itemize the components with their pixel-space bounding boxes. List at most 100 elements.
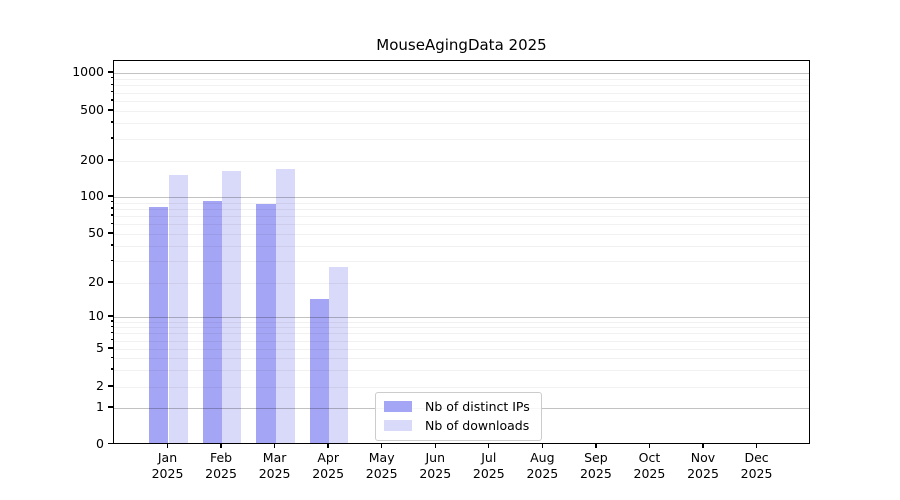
x-tick-label: Apr 2025 — [298, 450, 358, 482]
x-tick-label-line: 2025 — [151, 466, 184, 481]
bar-downloads — [275, 169, 295, 443]
x-tick-label-line: 2025 — [633, 466, 666, 481]
x-tick — [327, 444, 329, 448]
bar-distinct-ips — [149, 207, 169, 443]
y-minor-tick — [110, 214, 113, 216]
plot-area — [113, 60, 810, 444]
y-tick-label: 200 — [80, 152, 104, 167]
x-tick — [220, 444, 222, 448]
y-tick — [108, 315, 113, 317]
x-tick-label-line: 2025 — [312, 466, 345, 481]
gridline-minor — [114, 245, 809, 247]
gridline — [114, 387, 809, 388]
x-tick-label-line: 2025 — [365, 466, 398, 481]
gridline-minor — [114, 216, 809, 218]
x-tick-label-line: Mar — [262, 450, 287, 465]
y-tick-label: 2 — [96, 378, 104, 393]
bar-distinct-ips — [256, 204, 276, 443]
x-tick-label-line: Feb — [209, 450, 233, 465]
gridline — [114, 73, 809, 74]
x-tick-label: Mar 2025 — [245, 450, 305, 482]
y-tick-label: 1 — [96, 399, 104, 414]
y-minor-tick — [110, 200, 113, 203]
gridline-minor — [114, 101, 809, 102]
x-tick-label-line: 2025 — [687, 466, 719, 481]
y-tick — [108, 71, 113, 73]
x-tick — [273, 444, 276, 448]
gridline-minor — [114, 327, 809, 329]
gridline — [114, 317, 809, 318]
gridline-minor — [114, 202, 809, 204]
x-tick-label: Feb 2025 — [191, 450, 251, 482]
y-minor-tick — [110, 222, 113, 224]
gridline-minor — [114, 208, 809, 210]
gridline-minor — [114, 333, 809, 335]
gridline-minor — [114, 78, 809, 80]
legend-swatch-distinct-ips — [384, 401, 412, 412]
x-tick-label: Oct 2025 — [619, 450, 679, 482]
y-minor-tick — [110, 368, 113, 370]
y-minor-tick — [110, 207, 113, 209]
gridline-minor — [114, 85, 809, 87]
x-tick-label-line: Jun — [425, 450, 446, 465]
y-tick — [108, 109, 113, 111]
x-tick — [434, 444, 436, 448]
legend-label: Nb of downloads — [425, 418, 530, 433]
x-tick-label: Jan 2025 — [138, 450, 198, 482]
y-minor-tick — [110, 259, 113, 261]
x-tick-label-line: 2025 — [740, 466, 773, 481]
bar-downloads — [329, 267, 349, 443]
y-minor-tick — [110, 325, 113, 327]
x-tick — [648, 444, 651, 448]
y-tick — [108, 232, 113, 234]
x-tick — [755, 444, 758, 448]
y-minor-tick — [110, 137, 113, 139]
y-minor-tick — [110, 83, 113, 85]
x-tick-label: Jun 2025 — [405, 450, 465, 482]
y-tick — [108, 385, 113, 387]
y-minor-tick — [110, 320, 113, 322]
y-minor-tick — [110, 244, 113, 246]
y-tick-label: 10 — [88, 308, 104, 323]
y-minor-tick — [110, 121, 113, 123]
gridline-minor — [114, 138, 809, 140]
gridline — [114, 234, 809, 235]
x-tick-label-line: 2025 — [526, 466, 559, 481]
bar-distinct-ips — [309, 299, 330, 443]
legend: Nb of distinct IPs Nb of downloads — [375, 392, 542, 441]
x-tick-label-line: Oct — [638, 450, 661, 465]
y-tick — [108, 347, 113, 349]
y-tick-label: 50 — [88, 225, 104, 240]
gridline-minor — [114, 321, 809, 323]
bar-downloads — [168, 175, 188, 443]
legend-label: Nb of distinct IPs — [425, 399, 530, 414]
gridline-minor — [114, 92, 809, 94]
gridline-minor — [114, 370, 809, 372]
y-minor-tick — [110, 356, 113, 358]
y-minor-tick — [110, 77, 113, 79]
legend-item-distinct-ips: Nb of distinct IPs — [376, 397, 541, 416]
gridline — [114, 283, 809, 284]
gridline-minor — [114, 123, 809, 125]
x-tick-label-line: Apr — [317, 450, 339, 465]
x-tick-label-line: Nov — [690, 450, 716, 465]
y-tick — [108, 281, 113, 283]
x-tick-label-line: Aug — [530, 450, 555, 465]
x-tick — [488, 444, 490, 448]
x-tick-label-line: Jul — [481, 450, 497, 465]
x-tick-label-line: Dec — [744, 450, 769, 465]
legend-item-downloads: Nb of downloads — [376, 416, 541, 435]
x-tick-label: May 2025 — [352, 450, 412, 482]
y-minor-tick — [110, 331, 113, 334]
y-tick-label: 5 — [96, 340, 104, 355]
chart-title: MouseAgingData 2025 — [376, 36, 547, 54]
x-tick — [541, 444, 544, 448]
legend-swatch-downloads — [384, 420, 412, 431]
x-tick — [702, 444, 704, 448]
y-tick — [108, 442, 113, 445]
bar-downloads — [222, 171, 242, 443]
x-tick-label: Sep 2025 — [566, 450, 626, 482]
y-tick — [108, 159, 113, 161]
x-tick-label-line: 2025 — [472, 466, 505, 481]
